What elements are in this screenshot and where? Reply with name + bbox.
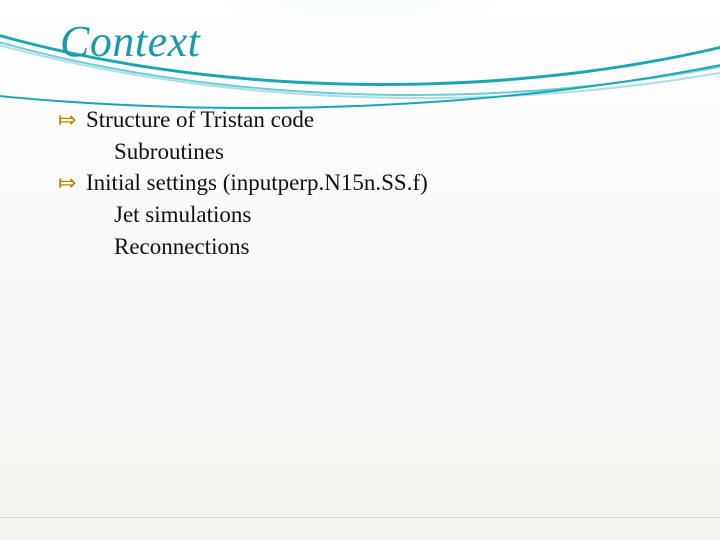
bullet-icon: ⤇ (58, 105, 86, 135)
list-item: ⤇ Reconnections (58, 231, 680, 263)
list-item-text: Structure of Tristan code (86, 104, 314, 136)
slide-body: ⤇ Structure of Tristan code ⤇ Subroutine… (58, 104, 680, 263)
list-item-text: Initial settings (inputperp.N15n.SS.f) (86, 167, 428, 199)
list-item: ⤇ Jet simulations (58, 199, 680, 231)
slide: Context ⤇ Structure of Tristan code ⤇ Su… (0, 0, 720, 540)
slide-title: Context (60, 16, 200, 67)
list-item: ⤇ Structure of Tristan code (58, 104, 680, 136)
list-item: ⤇ Subroutines (58, 136, 680, 168)
list-item-text: Reconnections (114, 231, 249, 263)
bullet-icon: ⤇ (58, 168, 86, 198)
list-item: ⤇ Initial settings (inputperp.N15n.SS.f) (58, 167, 680, 199)
footer-rule (0, 517, 720, 518)
list-item-text: Jet simulations (114, 199, 251, 231)
list-item-text: Subroutines (114, 136, 224, 168)
